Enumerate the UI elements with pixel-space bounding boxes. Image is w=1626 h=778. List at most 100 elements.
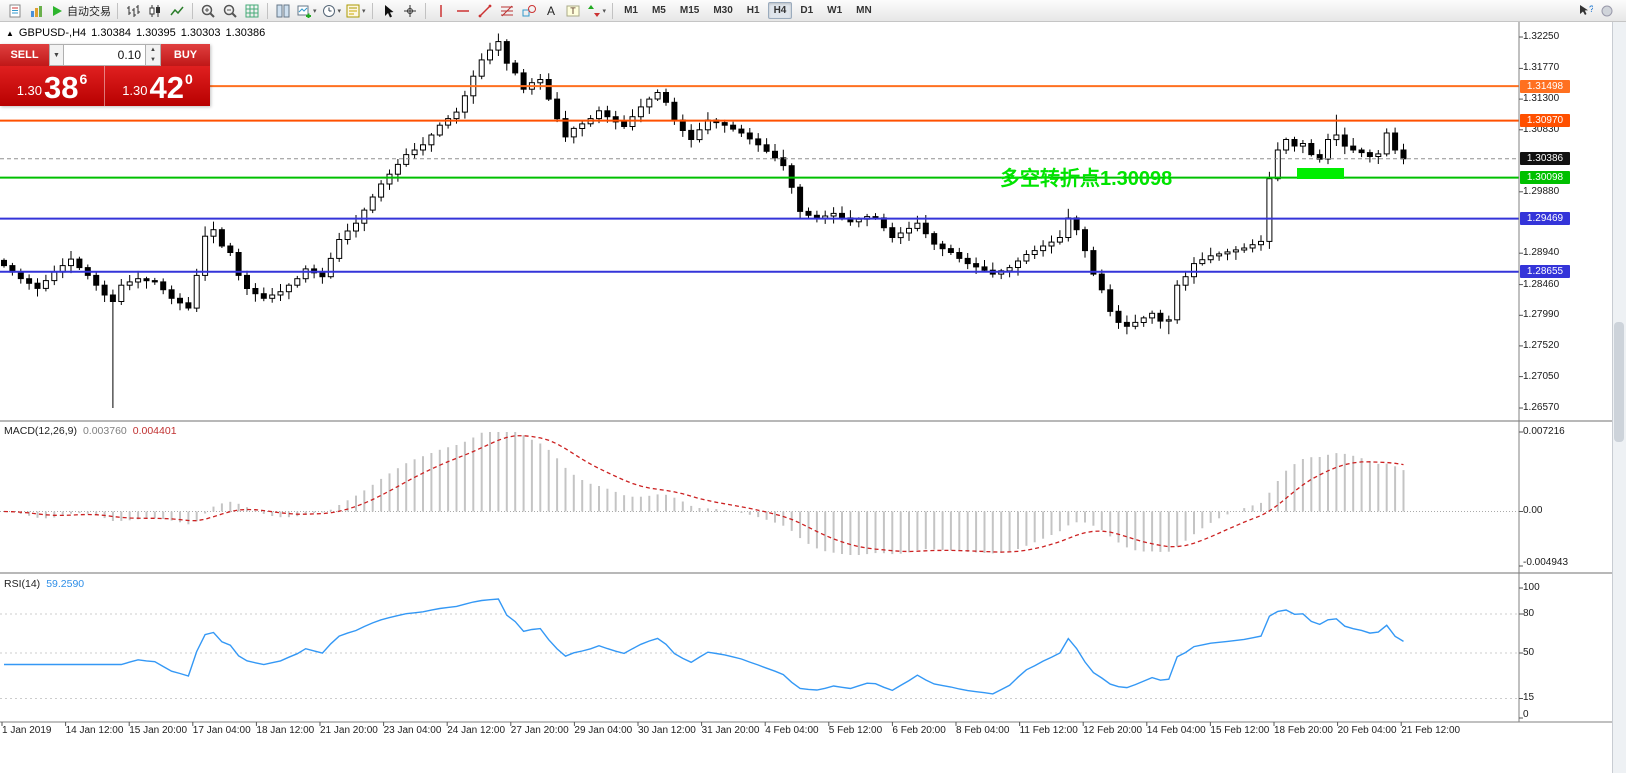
volume-input[interactable]: 0.10	[64, 44, 146, 66]
volume-dropdown[interactable]: ▼	[49, 44, 64, 66]
rsi-axis-50: 50	[1523, 647, 1535, 658]
trendline-icon[interactable]	[475, 1, 495, 21]
scrollbar-thumb[interactable]	[1614, 322, 1624, 443]
tf-mn-label: MN	[856, 5, 872, 16]
chevron-down-icon[interactable]: ▾	[313, 7, 317, 15]
tf-mn[interactable]: MN	[850, 2, 878, 19]
tf-m15-label: M15	[679, 5, 700, 16]
tf-d1[interactable]: D1	[794, 2, 819, 19]
bar-chart-icon	[125, 3, 141, 19]
toolbar-separator	[267, 2, 268, 19]
arrow-objects-icon	[586, 3, 602, 19]
sell-price-small: 1.30	[16, 83, 43, 98]
shapes-icon[interactable]	[519, 1, 539, 21]
sell-price-button[interactable]: 1.30 38 6	[0, 66, 105, 106]
autotrading-button[interactable]: 自动交易	[49, 1, 112, 21]
svg-text:A: A	[547, 4, 555, 18]
new-chart-icon[interactable]: ▾	[295, 1, 318, 21]
cursor-icon[interactable]	[378, 1, 398, 21]
auto-arrange-icon[interactable]	[242, 1, 262, 21]
sell-button[interactable]: SELL	[0, 44, 49, 66]
candlestick-chart-icon[interactable]	[145, 1, 165, 21]
rsi-label: RSI(14) 59.2590	[4, 578, 84, 590]
rsi-title: RSI(14)	[4, 578, 41, 590]
templates-icon	[345, 3, 361, 19]
templates-icon[interactable]: ▾	[344, 1, 367, 21]
tf-m1[interactable]: M1	[618, 2, 644, 19]
quick-help-icon: ?	[1577, 3, 1593, 19]
toolbar-separator	[612, 2, 614, 19]
volume-stepper[interactable]: ▲ ▼	[146, 44, 161, 66]
rsi-axis-100: 100	[1523, 582, 1540, 593]
text-icon[interactable]: A	[541, 1, 561, 21]
tf-m30[interactable]: M30	[707, 2, 738, 19]
tile-windows-icon[interactable]	[273, 1, 293, 21]
tf-h4[interactable]: H4	[767, 2, 793, 19]
horizontal-line-icon[interactable]	[453, 1, 473, 21]
macd-axis-top: 0.007216	[1523, 426, 1565, 437]
quick-help-icon[interactable]: ?	[1575, 1, 1595, 21]
vertical-scrollbar[interactable]	[1612, 22, 1626, 773]
buy-price-big: 42	[149, 70, 184, 105]
quote-open: 1.30384	[91, 27, 131, 39]
zoom-in-icon[interactable]	[198, 1, 218, 21]
new-order-icon[interactable]	[5, 1, 25, 21]
new-order-icon	[7, 3, 23, 19]
status-indicator-icon	[1599, 3, 1615, 19]
tf-m5-label: M5	[651, 5, 666, 16]
svg-text:?: ?	[1589, 4, 1593, 14]
crosshair-icon[interactable]	[400, 1, 420, 21]
toolbar-separator	[371, 2, 373, 19]
sell-price-sup: 6	[79, 71, 88, 87]
bar-chart-icon[interactable]	[123, 1, 143, 21]
buy-price-small: 1.30	[122, 83, 148, 98]
quote-high: 1.30395	[135, 27, 176, 39]
zoom-out-icon[interactable]	[220, 1, 240, 21]
time-axis[interactable]	[0, 722, 1612, 744]
tf-m1-label: M1	[624, 5, 638, 16]
tf-h1[interactable]: H1	[741, 2, 766, 19]
tf-m5[interactable]: M5	[646, 2, 672, 19]
chart-profiles-icon[interactable]	[27, 1, 47, 21]
horizontal-line-icon	[455, 3, 471, 19]
status-indicator-icon[interactable]	[1597, 1, 1617, 21]
chevron-down-icon[interactable]: ▾	[362, 7, 366, 15]
tf-m15[interactable]: M15	[674, 2, 705, 19]
line-chart-icon[interactable]	[167, 1, 187, 21]
buy-price-sup: 0	[185, 71, 193, 87]
periods-icon[interactable]: ▾	[320, 1, 343, 21]
sell-price-big: 38	[44, 70, 79, 105]
cursor-icon	[380, 3, 396, 19]
text-icon: A	[543, 3, 559, 19]
macd-title: MACD(12,26,9)	[4, 425, 77, 437]
macd-signal-value: 0.004401	[132, 425, 177, 437]
vertical-line-icon	[433, 3, 449, 19]
macd-label: MACD(12,26,9) 0.003760 0.004401	[4, 425, 177, 437]
text-label-icon[interactable]: T	[563, 1, 583, 21]
one-click-trading-panel: SELL ▼ 0.10 ▲ ▼ BUY 1.30 38 6 1.30 42 0	[0, 44, 210, 106]
chevron-down-icon[interactable]: ▾	[602, 7, 607, 15]
macd-axis-bottom: -0.004943	[1523, 557, 1569, 568]
autotrading-button-icon	[50, 4, 64, 18]
stepper-up-icon[interactable]: ▲	[150, 47, 156, 53]
tf-w1[interactable]: W1	[821, 2, 848, 19]
buy-price-button[interactable]: 1.30 42 0	[105, 66, 210, 106]
macd-axis-zero: 0.00	[1523, 505, 1543, 516]
chevron-down-icon[interactable]: ▾	[337, 7, 342, 15]
vertical-line-icon[interactable]	[431, 1, 451, 21]
zoom-out-icon	[222, 3, 238, 19]
line-chart-icon	[169, 3, 185, 19]
fibonacci-icon[interactable]	[497, 1, 517, 21]
highlight-box	[1297, 167, 1344, 179]
new-chart-icon	[296, 3, 312, 19]
autotrading-button-label: 自动交易	[67, 5, 111, 18]
macd-main-value: 0.003760	[82, 425, 127, 437]
arrow-objects-icon[interactable]: ▾	[585, 1, 608, 21]
stepper-down-icon[interactable]: ▼	[150, 57, 156, 63]
buy-button[interactable]: BUY	[161, 44, 210, 66]
toolbar-separator	[192, 2, 193, 19]
rsi-axis-0: 0	[1523, 709, 1529, 720]
auto-arrange-icon	[244, 3, 260, 19]
